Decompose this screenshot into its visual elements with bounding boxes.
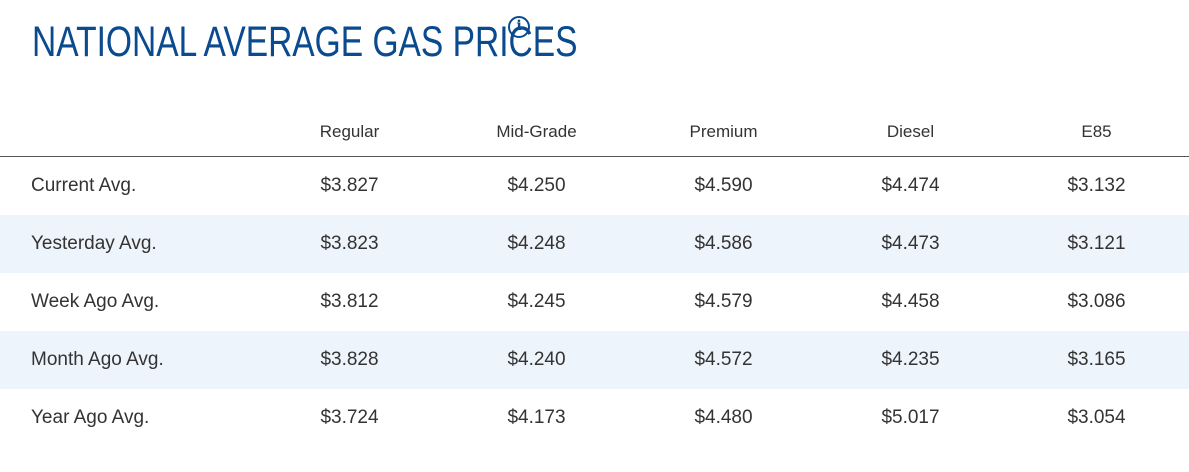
price-cell: $4.173 — [507, 407, 566, 428]
price-cell: $4.235 — [817, 331, 1004, 389]
price-cell: $3.132 — [1067, 175, 1126, 196]
gas-prices-table: Regular Mid-Grade Premium Diesel E85 Cur… — [0, 108, 1189, 447]
price-cell: $4.480 — [694, 407, 753, 428]
table-row: Current Avg. $3.827 $4.250 $4.590 $4.474… — [0, 157, 1189, 216]
column-header-regular: Regular — [256, 108, 443, 157]
column-header-e85: E85 — [1004, 108, 1189, 157]
price-cell: $5.017 — [881, 407, 940, 428]
table-row: Yesterday Avg. $3.823 $4.248 $4.586 $4.4… — [0, 215, 1189, 273]
price-cell: $3.828 — [256, 331, 443, 389]
price-cell: $3.165 — [1004, 331, 1189, 389]
price-cell: $4.458 — [881, 291, 940, 312]
table-row: Month Ago Avg. $3.828 $4.240 $4.572 $4.2… — [0, 331, 1189, 389]
title-row: NATIONAL AVERAGE GAS PRICES i — [32, 14, 731, 74]
table-row: Week Ago Avg. $3.812 $4.245 $4.579 $4.45… — [0, 273, 1189, 331]
price-cell: $4.590 — [694, 175, 753, 196]
price-cell: $3.724 — [320, 407, 379, 428]
page-title: NATIONAL AVERAGE GAS PRICES — [32, 18, 578, 66]
price-cell: $4.250 — [507, 175, 566, 196]
row-label: Year Ago Avg. — [31, 407, 150, 428]
row-label: Current Avg. — [31, 175, 137, 196]
price-cell: $4.572 — [630, 331, 817, 389]
row-label: Week Ago Avg. — [31, 291, 160, 312]
price-cell: $3.823 — [256, 215, 443, 273]
price-cell: $3.812 — [320, 291, 379, 312]
row-label: Yesterday Avg. — [0, 215, 256, 273]
column-header-premium: Premium — [630, 108, 817, 157]
price-cell: $4.579 — [694, 291, 753, 312]
price-cell: $3.086 — [1067, 291, 1126, 312]
price-cell: $4.473 — [817, 215, 1004, 273]
column-header-diesel: Diesel — [817, 108, 1004, 157]
table-row: Year Ago Avg. $3.724 $4.173 $4.480 $5.01… — [0, 389, 1189, 447]
price-cell: $4.474 — [881, 175, 940, 196]
price-cell: $3.827 — [320, 175, 379, 196]
price-cell: $4.248 — [443, 215, 630, 273]
column-header-mid-grade: Mid-Grade — [443, 108, 630, 157]
price-cell: $4.586 — [630, 215, 817, 273]
price-cell: $3.054 — [1067, 407, 1126, 428]
price-cell: $4.240 — [443, 331, 630, 389]
info-icon[interactable]: i — [508, 16, 530, 38]
column-header-label — [0, 108, 256, 157]
price-cell: $4.245 — [507, 291, 566, 312]
price-cell: $3.121 — [1004, 215, 1189, 273]
table-header-row: Regular Mid-Grade Premium Diesel E85 — [0, 108, 1189, 157]
row-label: Month Ago Avg. — [0, 331, 256, 389]
